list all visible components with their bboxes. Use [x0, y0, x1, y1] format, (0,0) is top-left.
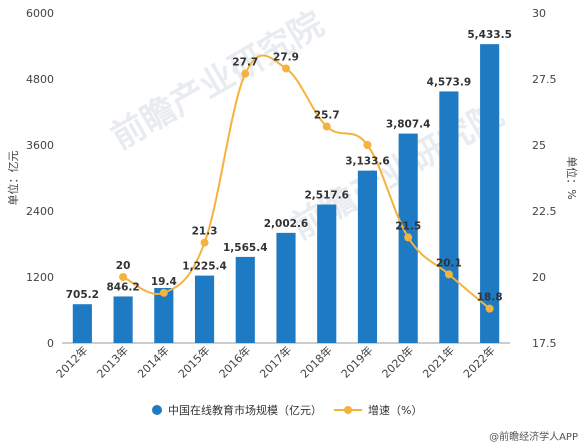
- right-axis-tick-label: 20: [532, 271, 546, 284]
- x-axis-tick-label: 2016年: [216, 343, 253, 380]
- line-data-label: 18.8: [477, 292, 503, 304]
- growth-point: [485, 304, 494, 313]
- legend-line-label: 增速（%）: [368, 403, 422, 417]
- bar-data-label: 5,433.5: [467, 29, 512, 41]
- growth-point: [200, 238, 209, 247]
- bar-series: [72, 44, 500, 343]
- line-data-label: 27.9: [273, 51, 299, 63]
- bar: [235, 256, 255, 343]
- left-axis-tick-label: 3600: [26, 139, 54, 152]
- growth-line: [122, 54, 491, 310]
- line-data-label: 20.1: [436, 257, 462, 269]
- x-axis-tick-label: 2018年: [297, 343, 334, 380]
- x-axis-tick-label: 2012年: [53, 343, 90, 380]
- bar-data-label: 846.2: [106, 281, 139, 293]
- bar-data-label: 4,573.9: [427, 76, 472, 88]
- bar: [154, 288, 174, 343]
- left-axis-tick-label: 6000: [26, 7, 54, 20]
- x-axis-tick-label: 2014年: [134, 343, 171, 380]
- bar: [194, 275, 215, 343]
- bar-data-label: 3,807.4: [386, 119, 431, 131]
- legend: 中国在线教育市场规模（亿元） 增速（%）: [152, 403, 422, 417]
- data-labels: 705.2 846.2 1,225.4 1,565.4 2,002.6 2,517.6 3,…: [66, 29, 512, 304]
- bar-data-label: 2,517.6: [304, 190, 349, 202]
- right-axis-tick-label: 30: [532, 7, 546, 20]
- growth-point: [119, 273, 128, 281]
- right-axis-tick-label: 22.5: [532, 205, 557, 218]
- growth-point: [404, 233, 413, 242]
- left-axis-tick-label: 2400: [26, 205, 54, 218]
- x-axis-tick-label: 2022年: [460, 343, 497, 380]
- bar: [357, 170, 378, 343]
- line-data-label: 20: [116, 260, 131, 272]
- right-axis-tick-label: 27.5: [532, 73, 557, 86]
- bar: [113, 296, 133, 343]
- left-axis-tick-label: 1200: [26, 271, 54, 284]
- x-axis-tick-label: 2020年: [379, 343, 416, 380]
- right-axis-title: 单位：%: [565, 156, 579, 199]
- line-data-label: 25.7: [314, 110, 340, 122]
- growth-point: [159, 288, 168, 297]
- growth-point: [363, 141, 372, 149]
- line-series: [119, 54, 494, 313]
- bar-data-label: 2,002.6: [264, 218, 309, 230]
- legend-bar-label: 中国在线教育市场规模（亿元）: [168, 403, 322, 417]
- growth-point: [241, 69, 250, 78]
- source-footer: @前瞻经济学人APP: [489, 430, 578, 443]
- x-axis-tick-label: 2021年: [420, 343, 457, 380]
- left-axis-tick-label: 0: [47, 337, 54, 350]
- bar: [72, 304, 92, 343]
- bar-data-label: 1,225.4: [182, 261, 227, 273]
- growth-point: [444, 270, 453, 279]
- x-axis-tick-label: 2013年: [94, 343, 131, 380]
- bar: [480, 44, 500, 343]
- bar-data-label: 1,565.4: [223, 242, 268, 254]
- growth-point: [322, 122, 331, 131]
- line-data-label: 21.3: [192, 226, 218, 238]
- growth-point: [282, 64, 290, 73]
- x-axis-tick-label: 2017年: [257, 343, 294, 380]
- right-axis-tick-label: 25: [532, 139, 546, 152]
- x-axis-tick-label: 2015年: [175, 343, 212, 380]
- bar: [317, 204, 337, 343]
- line-data-label: 21.5: [395, 220, 421, 232]
- line-data-label: 27.7: [232, 57, 258, 69]
- bar-data-label: 3,133.6: [345, 156, 390, 168]
- x-axis-tick-label: 2019年: [338, 343, 375, 380]
- bar: [439, 91, 459, 343]
- line-data-label: 19.4: [151, 276, 177, 288]
- bar-data-label: 705.2: [66, 289, 99, 301]
- right-axis-tick-label: 17.5: [532, 337, 557, 350]
- left-axis-tick-label: 4800: [26, 73, 54, 86]
- left-axis-title: 单位：亿元: [6, 151, 20, 206]
- legend-bar-marker: [152, 405, 162, 415]
- legend-line-dot: [344, 406, 352, 414]
- bar: [276, 232, 296, 343]
